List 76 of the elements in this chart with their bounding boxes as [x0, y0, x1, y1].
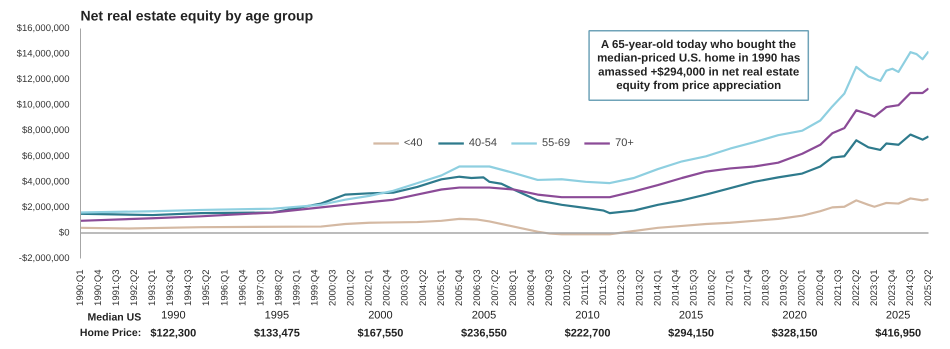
x-tick-label: 1990:Q4 — [92, 269, 104, 306]
text: 1990 $122,300 — [150, 310, 196, 340]
x-tick-label: 2005:Q4 — [454, 269, 465, 306]
text: 2010 $222,700 — [564, 310, 610, 340]
x-tick-label: 1996:Q1 — [219, 269, 230, 306]
x-tick-label: 1994:Q3 — [183, 269, 194, 306]
x-tick-label: 1996:Q4 — [237, 269, 248, 306]
text: 2005 $236,550 — [461, 310, 507, 340]
y-tick-label: $10,000,000 — [16, 100, 70, 111]
x-tick-label: 2020:Q4 — [814, 269, 826, 306]
x-tick-label: 2014:Q4 — [670, 269, 682, 306]
x-tick-label: 1997:Q3 — [255, 269, 266, 306]
y-tick-label: $8,000,000 — [22, 125, 70, 136]
x-tick-label: 2019:Q2 — [778, 269, 790, 306]
x-tick-label: 2000:Q3 — [328, 269, 339, 306]
x-tick-label: 2004:Q2 — [418, 269, 429, 306]
text: 2020 $328,150 — [772, 310, 818, 340]
text: Median US Home Price: — [80, 312, 142, 340]
y-tick-label: $12,000,000 — [16, 74, 70, 86]
text: 2015 $294,150 — [668, 310, 714, 340]
x-tick-label: 2002:Q1 — [364, 269, 375, 306]
x-tick-label: 2021:Q3 — [832, 269, 844, 306]
line-series — [80, 133, 928, 216]
x-tick-label: 1993:Q1 — [147, 269, 158, 306]
x-tick-label: 2018:Q3 — [760, 269, 772, 306]
y-tick-label: $6,000,000 — [22, 150, 70, 162]
x-tick-label: 2008:Q4 — [526, 269, 538, 306]
x-tick-label: 2009:Q3 — [544, 269, 556, 306]
y-tick-label: $2,000,000 — [22, 202, 70, 213]
y-tick-label: $4,000,000 — [22, 176, 70, 188]
x-tick-label: 2017:Q1 — [724, 269, 736, 306]
chart-title: Net real estate equity by age group — [80, 8, 314, 24]
x-tick-label: 2011:Q4 — [598, 269, 610, 306]
x-tick-label: 2006:Q3 — [472, 269, 483, 306]
x-tick-label: 2025:Q2 — [923, 269, 934, 306]
text: 1995 $133,475 — [254, 310, 300, 340]
x-tick-label: 2012:Q3 — [616, 269, 628, 306]
x-tick-label: 2020:Q1 — [796, 269, 808, 306]
x-tick-label: 1992:Q2 — [129, 269, 140, 306]
x-tick-label: 2011:Q1 — [580, 269, 592, 306]
x-tick-label: 2014:Q1 — [652, 269, 664, 306]
x-tick-label: 1993:Q4 — [165, 269, 176, 306]
x-tick-label: 2022:Q2 — [850, 269, 862, 306]
x-tick-label: 2010:Q2 — [562, 269, 574, 306]
x-tick-label: 2024:Q3 — [904, 269, 916, 306]
y-tick-label: $0 — [58, 227, 70, 238]
text: 2000 $167,550 — [357, 310, 404, 340]
x-tick-label: 2015:Q3 — [688, 269, 700, 306]
x-tick-label: 2023:Q4 — [886, 269, 898, 306]
y-tick-label: -$2,000,000 — [18, 253, 70, 264]
y-tick-label: $16,000,000 — [16, 23, 70, 34]
x-tick-label: 1998:Q2 — [273, 269, 284, 306]
y-tick-label: $14,000,000 — [16, 48, 70, 60]
x-tick-label: 2008:Q1 — [508, 269, 520, 306]
x-tick-label: 1990:Q1 — [75, 269, 86, 306]
text: 2025 $416,950 — [875, 310, 922, 340]
x-tick-label: 2007:Q2 — [490, 269, 501, 306]
line-series — [80, 197, 928, 236]
legend-label: 40-54 — [468, 137, 497, 149]
line-series — [80, 50, 928, 214]
legend-label: 70+ — [615, 137, 635, 149]
x-tick-label: 1999:Q1 — [292, 269, 303, 306]
legend-label: <40 — [404, 137, 424, 149]
annotation: A 65-year-old today who bought the median-priced U.S. home in 1990 has amassed +$294,000 in net real estate equity from price appreciation — [597, 38, 800, 92]
x-tick-label: 2002:Q4 — [382, 269, 393, 306]
x-tick-label: 2013:Q2 — [634, 269, 646, 306]
x-tick-label: 2017:Q4 — [742, 269, 754, 306]
x-tick-label: 1991:Q3 — [110, 269, 122, 306]
x-tick-label: 2023:Q1 — [868, 269, 880, 306]
x-tick-label: 2016:Q2 — [706, 269, 718, 306]
x-tick-label: 2003:Q3 — [400, 269, 411, 306]
x-tick-label: 1999:Q4 — [309, 269, 320, 306]
legend-label: 55-69 — [542, 137, 570, 149]
x-tick-label: 2001:Q2 — [346, 269, 357, 306]
x-tick-label: 1995:Q2 — [201, 269, 212, 306]
x-tick-label: 2005:Q1 — [436, 269, 447, 306]
